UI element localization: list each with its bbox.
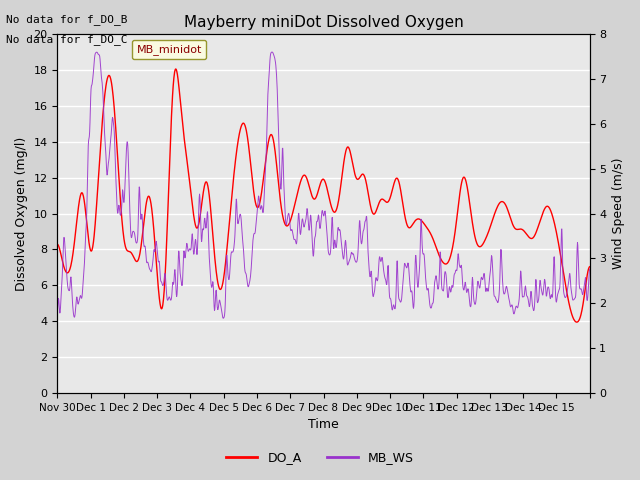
Text: No data for f_DO_C: No data for f_DO_C: [6, 34, 128, 45]
Title: Mayberry miniDot Dissolved Oxygen: Mayberry miniDot Dissolved Oxygen: [184, 15, 463, 30]
X-axis label: Time: Time: [308, 419, 339, 432]
Y-axis label: Dissolved Oxygen (mg/l): Dissolved Oxygen (mg/l): [15, 136, 28, 291]
Text: No data for f_DO_B: No data for f_DO_B: [6, 14, 128, 25]
Legend: MB_minidot: MB_minidot: [132, 39, 207, 60]
Y-axis label: Wind Speed (m/s): Wind Speed (m/s): [612, 158, 625, 269]
Legend: DO_A, MB_WS: DO_A, MB_WS: [221, 446, 419, 469]
